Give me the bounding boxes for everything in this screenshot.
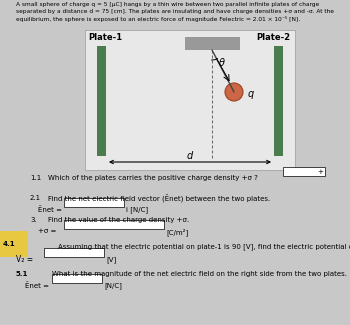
Bar (64, 220, 164, 229)
Bar (44, 248, 104, 257)
Text: d: d (187, 151, 193, 161)
Text: Plate-1: Plate-1 (88, 33, 122, 42)
Text: A small sphere of charge q = 5 [μC] hangs by a thin wire between two parallel in: A small sphere of charge q = 5 [μC] hang… (16, 2, 334, 21)
Text: +σ =: +σ = (38, 228, 56, 234)
Bar (185, 37, 240, 50)
Bar (97, 46, 106, 156)
Text: Ēnet =: Ēnet = (25, 282, 49, 289)
Text: [V]: [V] (106, 256, 116, 263)
Bar (52, 274, 102, 283)
Bar (0, 231, 28, 257)
Text: Find the net electric field vector (Ēnet) between the two plates.: Find the net electric field vector (Ēnet… (48, 195, 270, 203)
Text: 5.1: 5.1 (16, 271, 28, 277)
Text: Assuming that the electric potential on plate-1 is 90 [V], find the electric pot: Assuming that the electric potential on … (58, 243, 350, 250)
Text: Ēnet =: Ēnet = (38, 206, 62, 213)
Text: 2.1: 2.1 (30, 195, 41, 201)
Text: 3.: 3. (30, 217, 37, 223)
Text: [N/C]: [N/C] (104, 282, 122, 289)
Bar (64, 198, 124, 207)
Bar (274, 46, 283, 156)
Text: q: q (248, 89, 254, 99)
Bar (85, 30, 295, 170)
Text: Plate-2: Plate-2 (256, 33, 290, 42)
Text: [C/m²]: [C/m²] (166, 228, 188, 236)
Text: Which of the plates carries the positive charge density +σ ?: Which of the plates carries the positive… (48, 175, 258, 181)
Text: V₂ =: V₂ = (16, 255, 33, 264)
Text: 1.1: 1.1 (30, 175, 41, 181)
Circle shape (225, 83, 243, 101)
Text: What is the magnitude of the net electric field on the right side from the two p: What is the magnitude of the net electri… (52, 271, 347, 277)
Bar (283, 167, 325, 176)
Text: i [N/C]: i [N/C] (126, 206, 148, 213)
Text: θ: θ (219, 58, 225, 68)
Text: 4.1: 4.1 (3, 241, 16, 247)
Text: Find the value of the charge density +σ.: Find the value of the charge density +σ. (48, 217, 189, 223)
Text: +: + (317, 168, 323, 175)
